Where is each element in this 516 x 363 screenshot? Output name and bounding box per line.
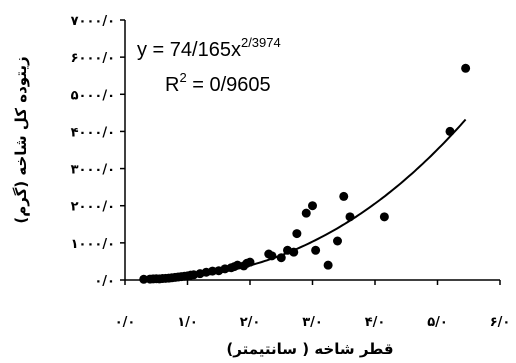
x-tick-labels: ۰/۰ ۱/۰ ۲/۰ ۳/۰ ۴/۰ ۵/۰ ۶/۰ [115,315,511,330]
y-tick-label: ۰/۰ [94,274,115,289]
x-axis-label: قطر شاخه ( سانتیمتر) [226,340,393,358]
r-squared-exponent: 2 [179,70,186,85]
trendline [143,118,467,281]
data-point [308,201,317,211]
data-point [267,251,277,261]
x-tick-label: ۰/۰ [115,315,136,330]
data-point [245,257,255,267]
x-tick-label: ۳/۰ [302,315,323,330]
equation-exponent: 2/3974 [241,35,281,50]
data-points [139,63,471,284]
data-point [139,274,149,284]
data-point [292,229,302,239]
data-point [301,208,311,218]
y-tick-labels: ۰/۰ ۱۰۰۰/۰ ۲۰۰۰/۰ ۳۰۰۰/۰ ۴۰۰۰/۰ ۵۰۰۰/۰ ۶۰۰۰/۰ ۷… [71,14,115,289]
data-point [311,245,321,255]
data-point [445,126,455,136]
x-tick-label: ۶/۰ [490,315,511,330]
r-squared-prefix: R [165,74,179,96]
data-point [289,247,299,257]
y-tick-label: ۳۰۰۰/۰ [71,163,115,178]
x-tick-label: ۵/۰ [427,315,448,330]
r-squared-text: R2 = 0/9605 [165,70,271,96]
y-tick-label: ۵۰۰۰/۰ [71,88,115,103]
data-point [345,212,355,222]
y-tick-label: ۴۰۰۰/۰ [71,125,115,140]
y-axis-label: زیتوده کل شاخه (گرم) [12,56,30,223]
equation-text: y = 74/165x2/3974 [137,35,281,61]
y-tick-label: ۶۰۰۰/۰ [71,51,115,66]
y-tick-label: ۱۰۰۰/۰ [71,237,115,252]
x-tick-label: ۴/۰ [365,315,386,330]
data-point [461,63,471,73]
y-tick-label: ۲۰۰۰/۰ [71,200,115,215]
y-tick-label: ۷۰۰۰/۰ [71,14,115,29]
r-squared-value: = 0/9605 [187,74,271,96]
data-point [333,236,342,246]
equation-prefix: y = 74/165x [137,39,241,61]
data-point [323,260,333,270]
data-point [276,253,286,263]
x-tick-label: ۱/۰ [177,315,198,330]
data-point [379,212,389,222]
data-point [339,191,349,201]
x-tick-label: ۲/۰ [240,315,261,330]
